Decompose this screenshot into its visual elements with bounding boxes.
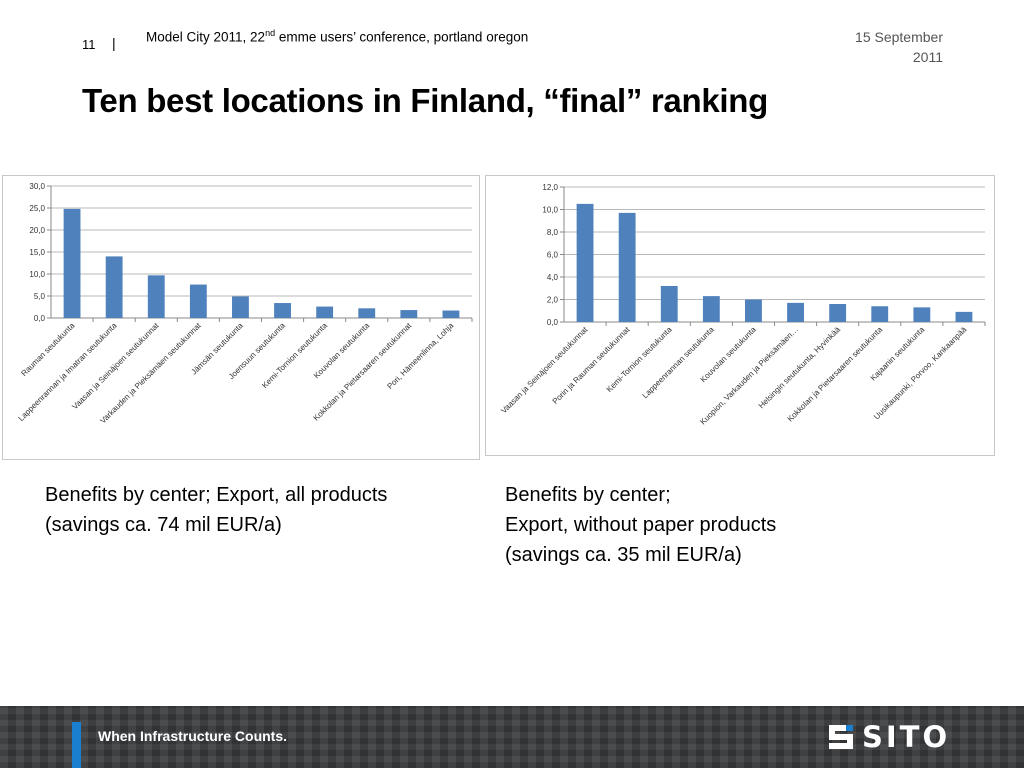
header-separator: |: [112, 35, 116, 51]
right-chart-category-label: Porin ja Rauman seutukunnat: [551, 325, 632, 406]
left-chart-bar: [63, 208, 81, 318]
page-title: Ten best locations in Finland, “final” r…: [82, 82, 768, 119]
footer-accent-bar: [72, 722, 81, 768]
left-chart-ytick-label: 0,0: [34, 314, 46, 323]
right-chart-category-label: Vaasan ja Seinäjoen seutukunnat: [499, 325, 590, 416]
right-chart-bar: [829, 304, 847, 322]
right-chart-ytick-label: 4,0: [547, 273, 559, 282]
right-chart-bar: [871, 306, 889, 322]
left-chart-ytick-label: 15,0: [29, 248, 45, 257]
right-chart-ytick-label: 6,0: [547, 251, 559, 260]
left-chart-ytick-label: 20,0: [29, 226, 45, 235]
chart-right: 0,0 2,0 4,0 6,0 8,0 10,0 12,0 Vaasan ja Seinäjo…: [485, 175, 995, 456]
caption-left-line-1: Benefits by center; Export, all products: [45, 484, 388, 506]
right-chart-ytick-label: 2,0: [547, 296, 559, 305]
left-chart-ytick-label: 25,0: [29, 204, 45, 213]
sito-logo-icon: [829, 725, 853, 749]
right-chart-bar: [787, 302, 804, 322]
right-chart-category-label: Uusikaupunki, Porvoo, Kankaanpää: [872, 325, 969, 422]
left-chart-bar: [442, 310, 460, 318]
left-chart-bar: [232, 296, 249, 318]
right-chart-bar: [745, 299, 762, 322]
date-line-2: 2011: [912, 49, 943, 65]
right-chart-bar: [702, 296, 720, 322]
caption-left-line-2: (savings ca. 74 mil EUR/a): [45, 514, 282, 536]
logo-text: SITO: [862, 720, 951, 754]
left-chart-ytick-label: 10,0: [29, 270, 45, 279]
caption-right-line-1: Benefits by center;: [505, 484, 671, 506]
slide-date: 15 September 2011: [803, 27, 943, 67]
caption-right: Benefits by center; Export, without pape…: [505, 480, 776, 570]
conference-suffix: emme users’ conference, portland oregon: [275, 29, 529, 45]
footer-tagline: When Infrastructure Counts.: [98, 728, 288, 744]
right-chart-ytick-label: 10,0: [542, 206, 558, 215]
caption-left: Benefits by center; Export, all products…: [45, 480, 387, 540]
left-chart-bar: [274, 303, 291, 318]
left-chart-bar: [105, 256, 123, 318]
left-chart-ytick-label: 5,0: [34, 292, 46, 301]
slide-number: 11: [82, 37, 96, 52]
right-chart-bar: [913, 307, 931, 322]
right-chart-category-label: Helsingin seutukunta, Hyvinkää: [757, 325, 843, 411]
right-chart-bar: [660, 286, 678, 322]
chart-left: 0,0 5,0 10,0 15,0 20,0 25,0 30,0 Rauman seutuku…: [2, 175, 480, 460]
right-chart-bar: [576, 203, 594, 322]
right-chart-bar: [618, 212, 636, 322]
right-chart-bar: [955, 311, 973, 322]
caption-right-line-3: (savings ca. 35 mil EUR/a): [505, 544, 742, 566]
left-chart-bar: [316, 306, 334, 318]
chart-right-svg: 0,0 2,0 4,0 6,0 8,0 10,0 12,0 Vaasan ja Seinäjo…: [499, 183, 986, 427]
sito-logo: SITO: [826, 720, 951, 754]
date-line-1: 15 September: [855, 29, 943, 45]
left-chart-category-label: Vaasan ja Seinäjoen seutukunnat: [70, 321, 161, 412]
left-chart-bar: [147, 275, 165, 318]
right-chart-category-label: Lappeenrannan seutukunta: [641, 325, 717, 401]
right-chart-ytick-label: 8,0: [547, 228, 559, 237]
footer-band: When Infrastructure Counts. SITO: [0, 706, 1024, 768]
left-chart-ytick-label: 30,0: [29, 182, 45, 191]
left-chart-bar: [400, 310, 418, 318]
conference-title: Model City 2011, 22nd emme users’ confer…: [146, 28, 528, 45]
conference-prefix: Model City 2011, 22: [146, 29, 266, 45]
left-chart-bar: [189, 284, 207, 318]
right-chart-ytick-label: 12,0: [542, 183, 558, 192]
caption-right-line-2: Export, without paper products: [505, 514, 777, 536]
left-chart-bar: [358, 308, 376, 318]
conference-sup: nd: [265, 28, 276, 38]
right-chart-ytick-label: 0,0: [547, 318, 559, 327]
